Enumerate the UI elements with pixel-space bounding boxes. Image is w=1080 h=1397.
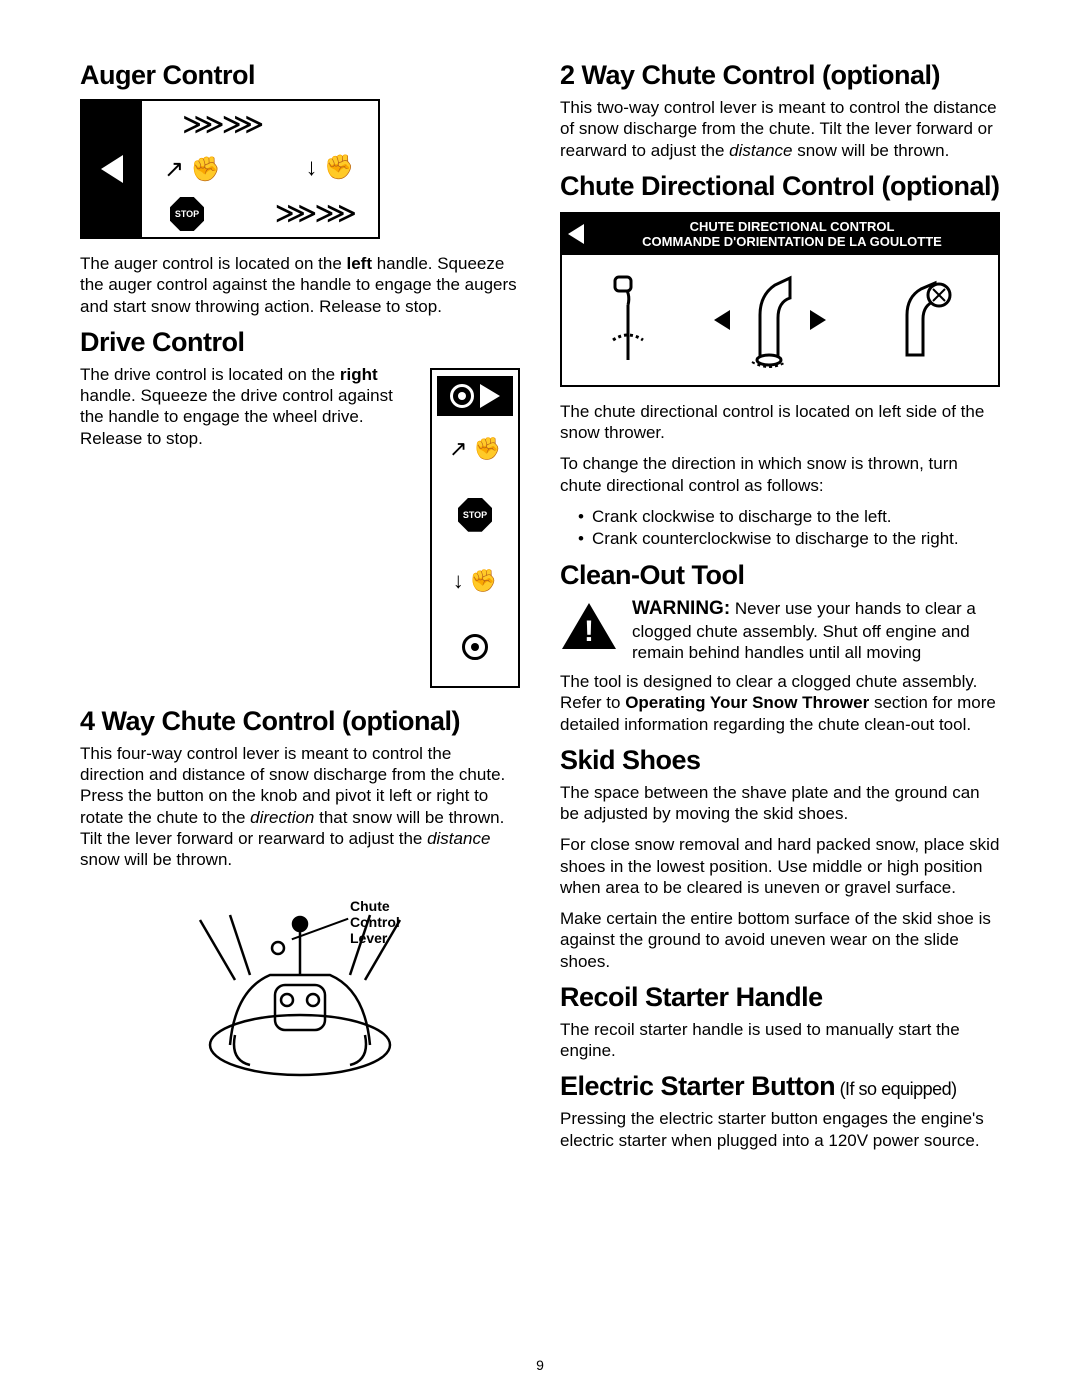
drive-heading: Drive Control <box>80 327 520 358</box>
arrow-left-black-icon <box>714 310 730 330</box>
chute-rotate-group <box>714 270 826 370</box>
drive-section: The drive control is located on the righ… <box>80 364 520 688</box>
chute-dir-bullets: Crank clockwise to discharge to the left… <box>560 506 1000 550</box>
skid-heading: Skid Shoes <box>560 745 1000 776</box>
wheel-icon <box>450 384 474 408</box>
chute-dir-titles: CHUTE DIRECTIONAL CONTROL COMMANDE D'ORI… <box>592 219 992 249</box>
four-way-callout: Chute Control Lever <box>350 898 440 946</box>
chute-dir-figure-header: CHUTE DIRECTIONAL CONTROL COMMANDE D'ORI… <box>562 214 998 255</box>
auger-figure-left-panel <box>82 101 142 237</box>
drive-stop-cell: STOP <box>432 482 518 548</box>
arrow-right-black-icon <box>810 310 826 330</box>
cleanout-paragraph: The tool is designed to clear a clogged … <box>560 671 1000 735</box>
lever-engage-icon: ↗ ✊ <box>164 155 221 184</box>
electric-p1: Pressing the electric starter button eng… <box>560 1108 1000 1151</box>
skid-p2: For close snow removal and hard packed s… <box>560 834 1000 898</box>
arrow-left-icon <box>101 155 123 183</box>
chute-dir-p1: The chute directional control is located… <box>560 401 1000 444</box>
drive-wheel-bottom <box>432 614 518 680</box>
auger-icon: ⋙⋙ <box>182 107 261 142</box>
chute-dir-figure: CHUTE DIRECTIONAL CONTROL COMMANDE D'ORI… <box>560 212 1000 387</box>
recoil-p1: The recoil starter handle is used to man… <box>560 1019 1000 1062</box>
crank-handle-icon <box>603 275 653 365</box>
two-column-layout: Auger Control ⋙⋙ ↗ ✊ STOP ↓ ✊ ⋙⋙ The aug… <box>80 50 1000 1161</box>
warning-block: ! WARNING: Never use your hands to clear… <box>560 597 1000 663</box>
drive-paragraph: The drive control is located on the righ… <box>80 364 416 449</box>
chute-dir-figure-body <box>562 255 998 385</box>
chute-dir-bullet-1: Crank clockwise to discharge to the left… <box>578 506 1000 528</box>
drive-figure-header <box>437 376 513 416</box>
auger-heading: Auger Control <box>80 60 520 91</box>
arrow-right-icon <box>480 384 500 408</box>
stop-icon: STOP <box>170 197 204 231</box>
warning-triangle-icon: ! <box>560 601 618 651</box>
chute-dir-bullet-2: Crank counterclockwise to discharge to t… <box>578 528 1000 550</box>
lever-release-icon: ↓ ✊ <box>305 153 354 182</box>
electric-heading: Electric Starter Button (If so equipped) <box>560 1071 1000 1102</box>
auger-figure: ⋙⋙ ↗ ✊ STOP ↓ ✊ ⋙⋙ <box>80 99 380 239</box>
chute-crank-icon <box>887 275 957 365</box>
four-way-heading: 4 Way Chute Control (optional) <box>80 706 520 737</box>
chute-icon <box>740 270 800 370</box>
svg-text:!: ! <box>584 615 594 648</box>
chute-dir-p2: To change the direction in which snow is… <box>560 453 1000 496</box>
snowthrower-figure: Chute Control Lever <box>160 880 440 1100</box>
two-way-paragraph: This two-way control lever is meant to c… <box>560 97 1000 161</box>
left-column: Auger Control ⋙⋙ ↗ ✊ STOP ↓ ✊ ⋙⋙ The aug… <box>80 50 520 1161</box>
right-column: 2 Way Chute Control (optional) This two-… <box>560 50 1000 1161</box>
page-number: 9 <box>536 1357 544 1373</box>
skid-p3: Make certain the entire bottom surface o… <box>560 908 1000 972</box>
recoil-heading: Recoil Starter Handle <box>560 982 1000 1013</box>
drive-engage-icon: ↗ ✊ <box>432 416 518 482</box>
four-way-paragraph: This four-way control lever is meant to … <box>80 743 520 871</box>
two-way-heading: 2 Way Chute Control (optional) <box>560 60 1000 91</box>
chute-dir-heading: Chute Directional Control (optional) <box>560 171 1000 202</box>
auger-paragraph: The auger control is located on the left… <box>80 253 520 317</box>
arrow-left-icon-2 <box>568 224 584 244</box>
warning-text: WARNING: Never use your hands to clear a… <box>632 597 1000 663</box>
cleanout-heading: Clean-Out Tool <box>560 560 1000 591</box>
drive-release-icon: ↓ ✊ <box>432 548 518 614</box>
auger-icon-2: ⋙⋙ <box>275 196 354 231</box>
skid-p1: The space between the shave plate and th… <box>560 782 1000 825</box>
stop-icon-2: STOP <box>458 498 492 532</box>
drive-figure: ↗ ✊ STOP ↓ ✊ <box>430 368 520 688</box>
auger-figure-body: ⋙⋙ ↗ ✊ STOP ↓ ✊ ⋙⋙ <box>142 101 378 237</box>
